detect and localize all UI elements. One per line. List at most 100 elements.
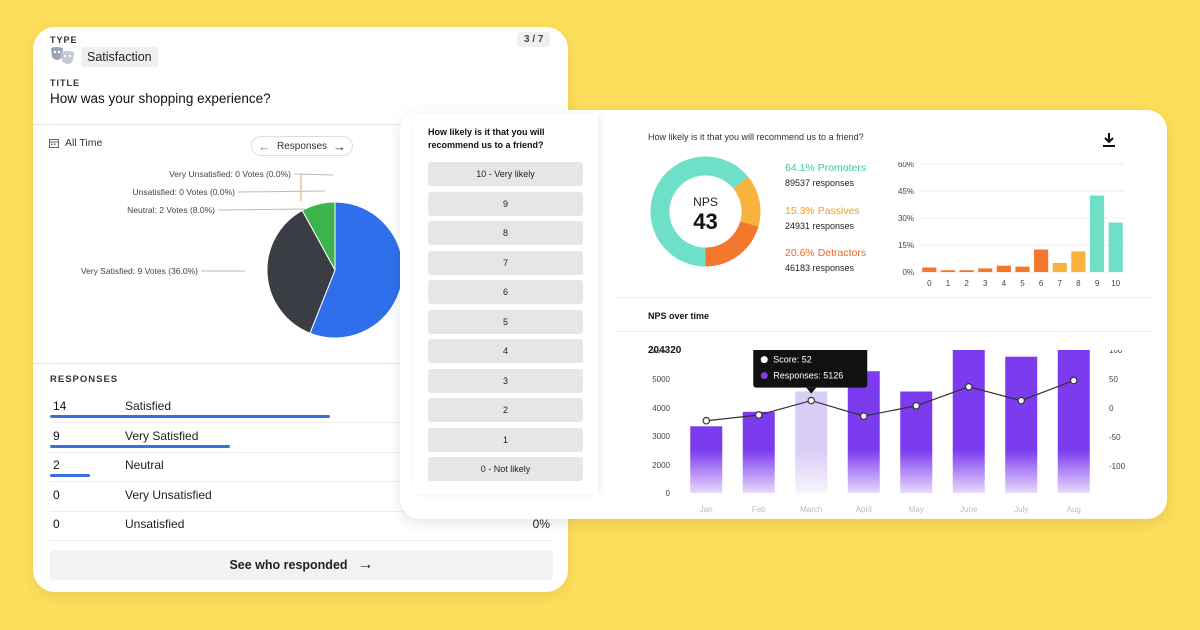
donut-slice-passives[interactable] [733, 176, 761, 227]
x-tick-label: Jan [700, 505, 713, 514]
scale-option[interactable]: 7 [428, 250, 583, 275]
divider [33, 124, 568, 125]
distribution-bar[interactable] [922, 267, 937, 273]
scale-option[interactable]: 5 [428, 309, 583, 334]
pie-annotation: Neutral: 2 Votes (8.0%) [127, 205, 215, 215]
question-title: How was your shopping experience? [50, 91, 271, 106]
divider [33, 363, 568, 364]
pie-annotation-leader [237, 190, 326, 193]
y-tick-label: 0% [902, 268, 914, 277]
distribution-bar[interactable] [1034, 249, 1049, 273]
scale-option[interactable]: 6 [428, 280, 583, 304]
nps-over-time-title: NPS over time [648, 311, 710, 321]
arrow-left-icon[interactable]: ← [258, 138, 271, 154]
donut-slice-detractors[interactable] [705, 221, 759, 267]
arrow-right-icon[interactable]: → [333, 138, 346, 154]
see-who-responded-label: See who responded [229, 558, 348, 572]
response-row: 2 Neutral [50, 458, 550, 487]
scale-option[interactable]: 2 [428, 398, 583, 422]
nps-score-point[interactable] [1017, 396, 1026, 405]
nps-score: 43 [693, 209, 717, 234]
page-indicator: 3 / 7 [517, 32, 551, 47]
x-tick-label: 4 [1002, 279, 1007, 288]
scale-option[interactable]: 4 [428, 339, 583, 363]
nps-score-point[interactable] [807, 396, 816, 405]
nps-results-panel: How likely is it that you will recommend… [615, 114, 1153, 514]
passives-label: 15.3% Passives [785, 205, 860, 217]
row-divider [50, 481, 550, 482]
nps-scale-panel: How likely is it that you will recommend… [414, 114, 598, 494]
time-filter[interactable]: All Time [49, 137, 102, 149]
distribution-bar[interactable] [1015, 266, 1030, 272]
response-percent: 0% [532, 517, 550, 531]
response-count: 0 [53, 487, 60, 502]
y-left-tick-label: 6000 [652, 350, 670, 355]
y-right-tick-label: -100 [1109, 462, 1126, 471]
x-tick-label: Aug [1067, 505, 1081, 514]
nps-question: How likely is it that you will recommend… [648, 132, 864, 142]
y-left-tick-label: 3000 [652, 432, 670, 441]
scale-option[interactable]: 9 [428, 191, 583, 216]
time-filter-label: All Time [65, 137, 103, 149]
nps-score-point[interactable] [859, 412, 868, 420]
x-tick-label: 6 [1039, 279, 1044, 288]
x-tick-label: 0 [927, 279, 932, 288]
response-bar [50, 474, 90, 477]
tooltip-score: Score: 52 [773, 355, 812, 365]
distribution-bar[interactable] [940, 270, 956, 272]
see-who-responded-button[interactable]: See who responded → [50, 550, 553, 580]
scale-option[interactable]: 8 [428, 221, 583, 245]
distribution-bar[interactable] [1071, 251, 1086, 272]
response-label: Satisfied [125, 399, 172, 413]
distribution-bar[interactable] [1108, 222, 1123, 273]
response-label: Neutral [125, 458, 164, 472]
download-icon[interactable] [1102, 132, 1116, 148]
response-bar [50, 415, 330, 418]
x-tick-label: 5 [1020, 279, 1025, 288]
x-tick-label: June [960, 505, 978, 514]
response-count: 2 [53, 458, 60, 472]
y-tick-label: 15% [898, 241, 914, 250]
nps-label: NPS [693, 195, 718, 209]
fade-overlay [680, 450, 1100, 495]
pie-annotation-leader [217, 208, 306, 211]
scale-option[interactable]: 1 [428, 427, 583, 452]
donut-slice-promoters[interactable] [650, 156, 749, 267]
response-count: 0 [53, 517, 60, 531]
y-tick-label: 60% [898, 162, 914, 169]
y-tick-label: 30% [898, 214, 914, 223]
distribution-bar[interactable] [978, 268, 993, 272]
pie-slice-very-satisfied[interactable] [266, 209, 336, 334]
pie-annotation: Unsatisfied: 0 Votes (0.0%) [132, 187, 235, 197]
detractors-responses: 46183 responses [785, 263, 855, 273]
tooltip-responses: Responses: 5126 [773, 371, 843, 381]
nps-score-point[interactable] [912, 401, 921, 410]
type-chip[interactable]: Satisfaction [81, 47, 158, 67]
nps-score-point[interactable] [754, 411, 763, 419]
x-tick-label: April [856, 505, 872, 514]
view-toggle-label: Responses [276, 140, 328, 152]
x-tick-label: 9 [1095, 279, 1100, 288]
y-right-tick-label: 100 [1109, 350, 1123, 355]
scale-option[interactable]: 3 [428, 368, 583, 393]
distribution-bar[interactable] [996, 265, 1011, 272]
y-right-tick-label: -50 [1109, 433, 1121, 442]
nps-score-point[interactable] [1069, 376, 1078, 385]
scale-option[interactable]: 0 - Not likely [428, 457, 583, 481]
nps-score-point[interactable] [702, 416, 711, 425]
nps-over-time-chart: 0 2000 3000 4000 5000 6000 100 50 0 -50 -100 Jan Feb… [652, 350, 1126, 514]
x-tick-label: March [800, 505, 822, 514]
response-label: Very Satisfied [125, 428, 199, 443]
pie-annotation: Very Unsatisfied: 0 Votes (0.0%) [169, 169, 291, 179]
distribution-bar[interactable] [1089, 195, 1105, 273]
x-tick-label: 2 [964, 279, 969, 288]
distribution-bar[interactable] [1052, 263, 1067, 272]
pie-slice-neutral[interactable] [301, 201, 336, 271]
passives-responses: 24931 responses [785, 221, 855, 231]
y-left-tick-label: 5000 [652, 375, 670, 384]
scale-option[interactable]: 10 - Very likely [428, 162, 583, 186]
view-toggle[interactable]: ← Responses → [251, 136, 353, 156]
distribution-bar[interactable] [959, 270, 974, 272]
nps-score-point[interactable] [964, 382, 973, 391]
divider [615, 331, 1153, 332]
